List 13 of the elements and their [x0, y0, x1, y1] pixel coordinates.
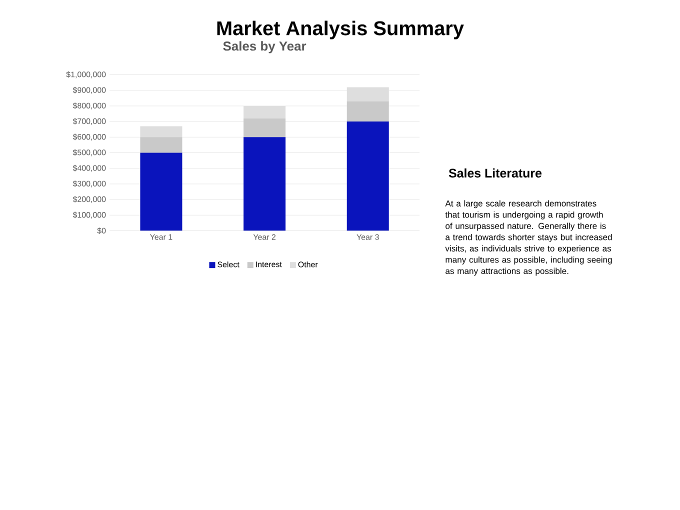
- chart-title: Sales by Year: [223, 41, 306, 54]
- bar: [244, 106, 286, 118]
- bar: [244, 118, 286, 138]
- bar: [346, 87, 389, 102]
- text: Sales Literature: [448, 168, 542, 178]
- bar: [140, 126, 182, 138]
- text: At a large scale research demonstrates that tourism is undergoing a rapid growth of unsurpassed nature. Generally there is a trend towards shorter stays but increased visits, as individuals strive to experience as many cultures as possible, including seeing as many attractions as possible.: [445, 200, 612, 276]
- bar: [140, 152, 182, 231]
- text: Market Analysis Summary: [217, 20, 464, 40]
- bar: [140, 137, 182, 153]
- bar: [346, 122, 389, 231]
- bar: [346, 101, 389, 122]
- bar: [244, 137, 286, 231]
